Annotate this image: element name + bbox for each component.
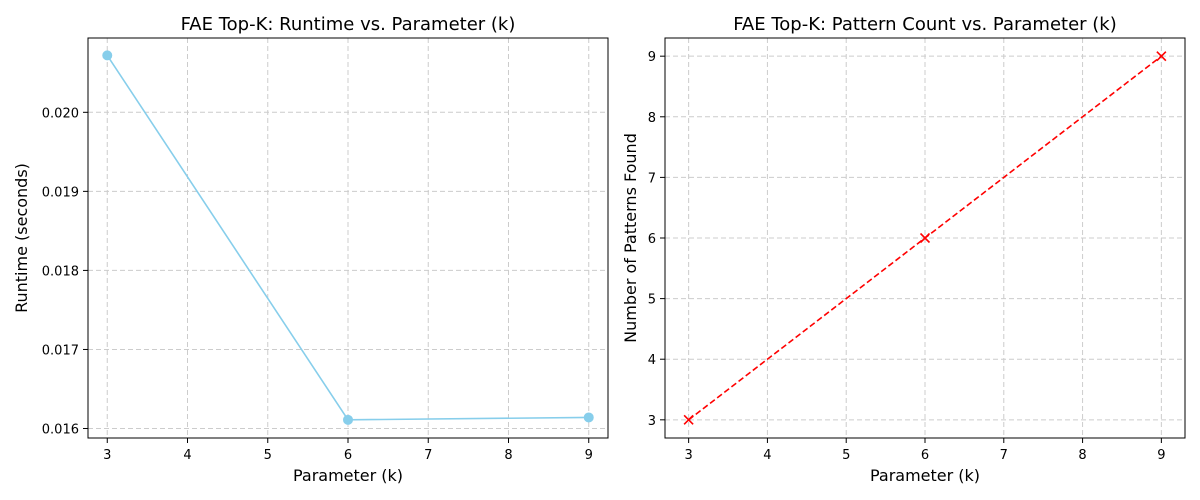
runtime-chart-grid: [88, 38, 608, 438]
pattern-count-y-tick-label: 3: [648, 414, 656, 429]
pattern-count-marker-stroke: [1156, 51, 1167, 62]
pattern-count-y-tick-label: 9: [648, 50, 656, 65]
runtime-y-tick-label: 0.018: [42, 264, 79, 279]
pattern-count-chart: FAE Top-K: Pattern Count vs. Parameter (…: [621, 14, 1186, 485]
runtime-y-tick-label: 0.016: [42, 423, 79, 438]
runtime-x-tick-label: 8: [504, 448, 512, 463]
runtime-y-tick-label: 0.019: [42, 185, 79, 200]
runtime-chart-title: FAE Top-K: Runtime vs. Parameter (k): [181, 14, 516, 35]
pattern-count-data-point: [919, 232, 931, 244]
pattern-count-x-tick-label: 6: [921, 448, 929, 463]
runtime-x-tick-label: 4: [183, 448, 191, 463]
runtime-x-tick-label: 9: [585, 448, 593, 463]
runtime-data-point: [102, 50, 113, 61]
runtime-series: [102, 50, 594, 425]
pattern-count-y-tick-label: 7: [648, 171, 656, 186]
pattern-count-data-point: [683, 414, 694, 425]
pattern-count-data-point: [1156, 51, 1167, 62]
pattern-count-y-ticks: 3 4 5 6 7 8 9: [648, 50, 665, 429]
runtime-x-tick-label: 6: [344, 448, 352, 463]
pattern-count-series: [683, 51, 1167, 425]
pattern-count-x-tick-label: 5: [842, 448, 850, 463]
pattern-count-y-tick-label: 4: [648, 353, 656, 368]
runtime-data-point: [583, 412, 594, 423]
runtime-y-axis-label: Runtime (seconds): [12, 163, 31, 313]
pattern-count-chart-title: FAE Top-K: Pattern Count vs. Parameter (…: [733, 14, 1117, 35]
pattern-count-y-axis-label: Number of Patterns Found: [621, 133, 640, 343]
pattern-count-x-tick-label: 4: [763, 448, 771, 463]
pattern-count-x-tick-label: 3: [684, 448, 692, 463]
pattern-count-y-tick-label: 6: [648, 232, 656, 247]
pattern-count-chart-grid: [665, 38, 1185, 438]
pattern-count-x-axis-label: Parameter (k): [870, 466, 980, 485]
runtime-x-tick-label: 3: [103, 448, 111, 463]
pattern-count-x-tick-label: 8: [1078, 448, 1086, 463]
runtime-x-ticks: 3 4 5 6 7 8 9: [103, 438, 593, 463]
runtime-x-tick-label: 5: [264, 448, 272, 463]
runtime-y-ticks: 0.016 0.017 0.018 0.019 0.020: [42, 106, 88, 438]
runtime-y-tick-label: 0.017: [42, 343, 79, 358]
pattern-count-y-tick-label: 8: [648, 111, 656, 126]
runtime-data-point: [343, 414, 353, 425]
runtime-chart: FAE Top-K: Runtime vs. Parameter (k) 3 4 5…: [12, 14, 609, 485]
pattern-count-x-ticks: 3 4 5 6 7 8 9: [684, 438, 1166, 463]
pattern-count-marker-stroke: [683, 414, 694, 425]
pattern-count-marker-stroke: [919, 232, 931, 244]
pattern-count-y-tick-label: 5: [648, 293, 656, 308]
pattern-count-x-tick-label: 7: [1000, 448, 1008, 463]
runtime-x-axis-label: Parameter (k): [293, 466, 403, 485]
runtime-x-tick-label: 7: [424, 448, 432, 463]
pattern-count-x-tick-label: 9: [1157, 448, 1165, 463]
runtime-y-tick-label: 0.020: [42, 106, 79, 121]
